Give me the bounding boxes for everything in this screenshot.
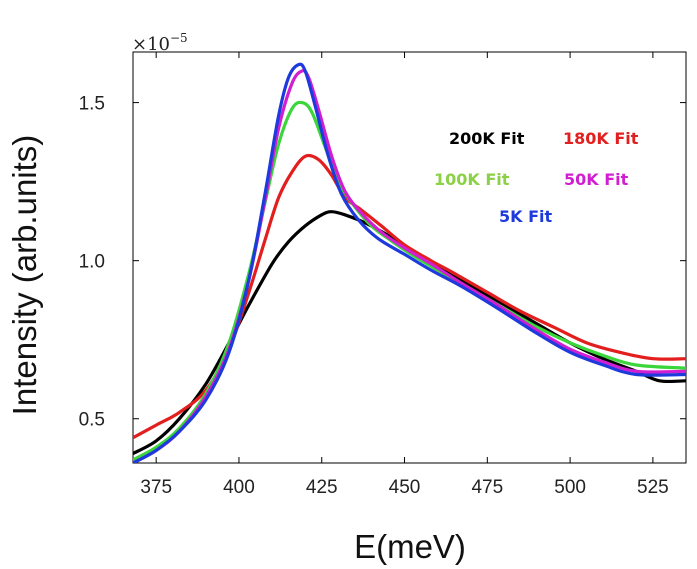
y-tick-label: 1.0	[79, 252, 105, 273]
y-tick-label: 0.5	[79, 410, 105, 431]
y-axis-ticks: 0.5 1.0 1.5	[79, 94, 686, 431]
legend-item-50k-fit: 50K Fit	[564, 170, 629, 189]
y-multiplier-exponent: −5	[170, 31, 188, 45]
legend-item-100k-fit: 100K Fit	[434, 170, 510, 189]
y-multiplier: ×10−5	[132, 31, 188, 55]
x-tick-label: 450	[389, 477, 421, 498]
x-tick-label: 425	[306, 477, 338, 498]
plot-area	[132, 51, 687, 464]
plot-border	[132, 51, 687, 464]
legend-item-200k-fit: 200K Fit	[449, 129, 525, 148]
legend: 200K Fit 180K Fit 100K Fit 50K Fit 5K Fi…	[434, 129, 639, 226]
legend-item-5k-fit: 5K Fit	[499, 207, 553, 226]
y-tick-label: 1.5	[79, 94, 105, 115]
y-axis-label: Intensity (arb.units)	[6, 135, 43, 416]
x-tick-label: 525	[637, 477, 669, 498]
x-axis-label: E(meV)	[354, 528, 466, 565]
legend-item-180k-fit: 180K Fit	[563, 129, 639, 148]
x-tick-label: 500	[554, 477, 586, 498]
x-tick-label: 400	[223, 477, 255, 498]
x-tick-label: 475	[471, 477, 503, 498]
series-line-100k-fit	[133, 100, 686, 462]
x-axis-ticks: 375 400 425 450 475 500 525	[140, 52, 669, 498]
series-line-180k-fit	[133, 153, 686, 440]
series-group	[133, 62, 686, 463]
x-tick-label: 375	[140, 477, 172, 498]
series-line-5k-fit	[133, 62, 686, 463]
